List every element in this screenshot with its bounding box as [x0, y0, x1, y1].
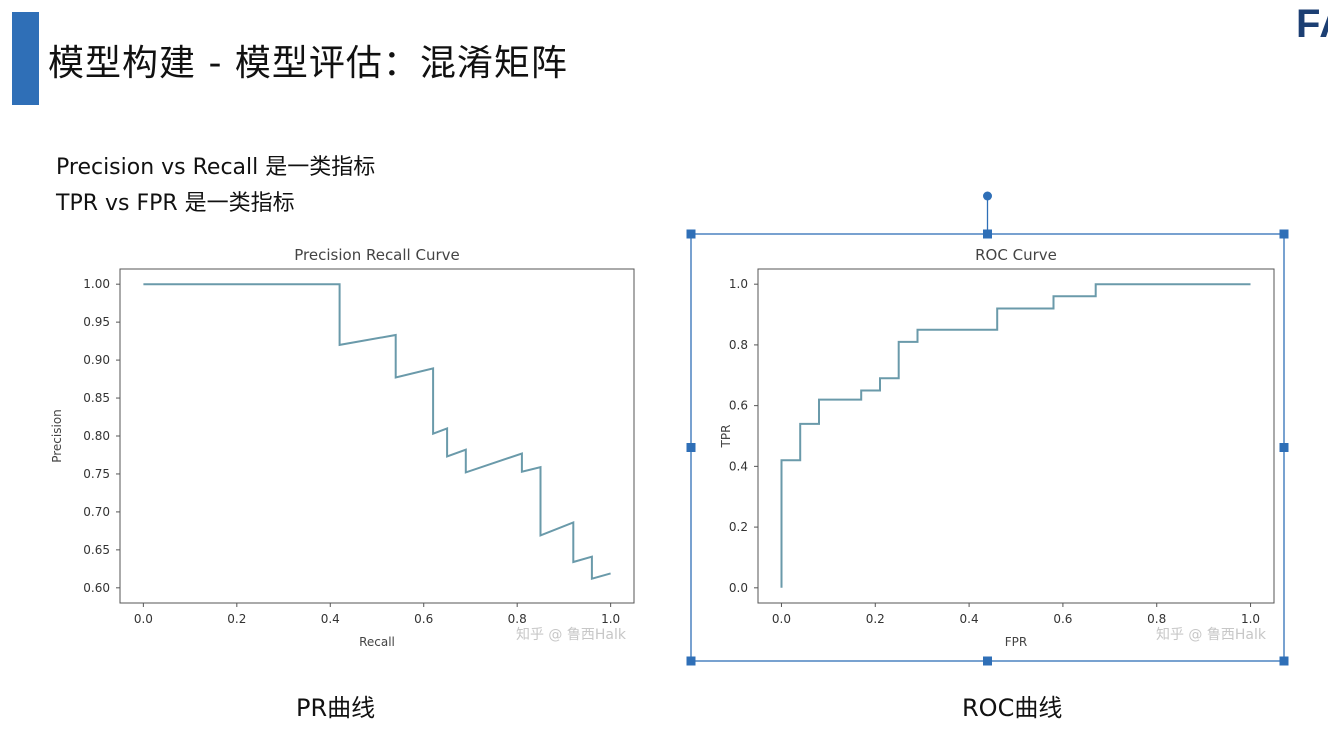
roc-x-tick-label: 0.2 — [866, 612, 885, 626]
roc-chart: 0.0 0.2 0.4 0.6 0.8 1.0 0.0 0.2 0.4 0.6 0.8 1.0 ROC … — [719, 246, 1275, 649]
resize-handle[interactable] — [983, 229, 992, 239]
rotate-handle[interactable] — [983, 191, 992, 201]
pr-plot-frame — [119, 268, 635, 604]
roc-y-tick-label: 0.0 — [729, 581, 748, 595]
roc-curve — [780, 283, 1251, 588]
pr-title: Precision Recall Curve — [294, 246, 459, 264]
pr-x-tick-label: 0.8 — [508, 612, 527, 626]
resize-handle[interactable] — [686, 656, 696, 666]
roc-x-tick-label: 0.0 — [772, 612, 791, 626]
pr-x-tick-label: 1.0 — [601, 612, 620, 626]
pr-caption: PR曲线 — [296, 694, 376, 722]
resize-handle[interactable] — [1279, 656, 1289, 666]
pr-x-tick-label: 0.4 — [321, 612, 340, 626]
slide-title: 模型构建 - 模型评估：混淆矩阵 — [48, 43, 568, 84]
note-line-1: Precision vs Recall 是一类指标 — [56, 155, 376, 180]
pr-x-tick-label: 0.6 — [414, 612, 433, 626]
roc-selection-frame[interactable] — [686, 191, 1289, 666]
title-accent-bar — [12, 12, 39, 105]
resize-handle[interactable] — [1279, 443, 1289, 452]
resize-handle[interactable] — [983, 656, 992, 666]
pr-x-tick-label: 0.0 — [134, 612, 153, 626]
pr-curve — [143, 283, 611, 581]
selection-border — [690, 233, 1285, 662]
pr-y-tick-label: 0.95 — [83, 315, 110, 329]
roc-x-tick-label: 0.4 — [960, 612, 979, 626]
pr-y-tick-label: 0.60 — [83, 581, 110, 595]
roc-y-tick-label: 1.0 — [729, 277, 748, 291]
resize-handle[interactable] — [686, 443, 696, 452]
pr-chart: 0.0 0.2 0.4 0.6 0.8 1.0 0.60 0.65 0.70 0.75 0.80 0.… — [50, 246, 635, 649]
pr-y-tick-label: 0.65 — [83, 543, 110, 557]
roc-x-tick-label: 0.6 — [1053, 612, 1072, 626]
roc-x-tick-label: 1.0 — [1241, 612, 1260, 626]
pr-y-tick-label: 1.00 — [83, 277, 110, 291]
pr-y-tick-label: 0.80 — [83, 429, 110, 443]
pr-x-axis-label: Recall — [359, 635, 395, 649]
roc-y-tick-label: 0.8 — [729, 338, 748, 352]
roc-plot-frame — [757, 268, 1275, 604]
pr-y-tick-label: 0.85 — [83, 391, 110, 405]
roc-x-tick-label: 0.8 — [1147, 612, 1166, 626]
resize-handle[interactable] — [1279, 229, 1289, 239]
roc-watermark: 知乎 @ 鲁西Halk — [1156, 626, 1267, 643]
roc-y-tick-label: 0.4 — [729, 459, 748, 473]
pr-y-tick-label: 0.90 — [83, 353, 110, 367]
roc-y-tick-label: 0.6 — [729, 399, 748, 413]
pr-x-tick-label: 0.2 — [227, 612, 246, 626]
note-line-2: TPR vs FPR 是一类指标 — [56, 191, 295, 216]
roc-x-axis-label: FPR — [1005, 635, 1027, 649]
pr-y-tick-label: 0.70 — [83, 505, 110, 519]
roc-caption: ROC曲线 — [962, 694, 1063, 722]
roc-y-axis-label: TPR — [719, 425, 733, 449]
pr-y-axis-label: Precision — [50, 409, 64, 463]
roc-title: ROC Curve — [975, 246, 1057, 264]
resize-handle[interactable] — [686, 229, 696, 239]
roc-y-tick-label: 0.2 — [729, 520, 748, 534]
pr-y-tick-label: 0.75 — [83, 467, 110, 481]
pr-watermark: 知乎 @ 鲁西Halk — [516, 626, 627, 643]
brand-logo: FA — [1296, 2, 1328, 46]
